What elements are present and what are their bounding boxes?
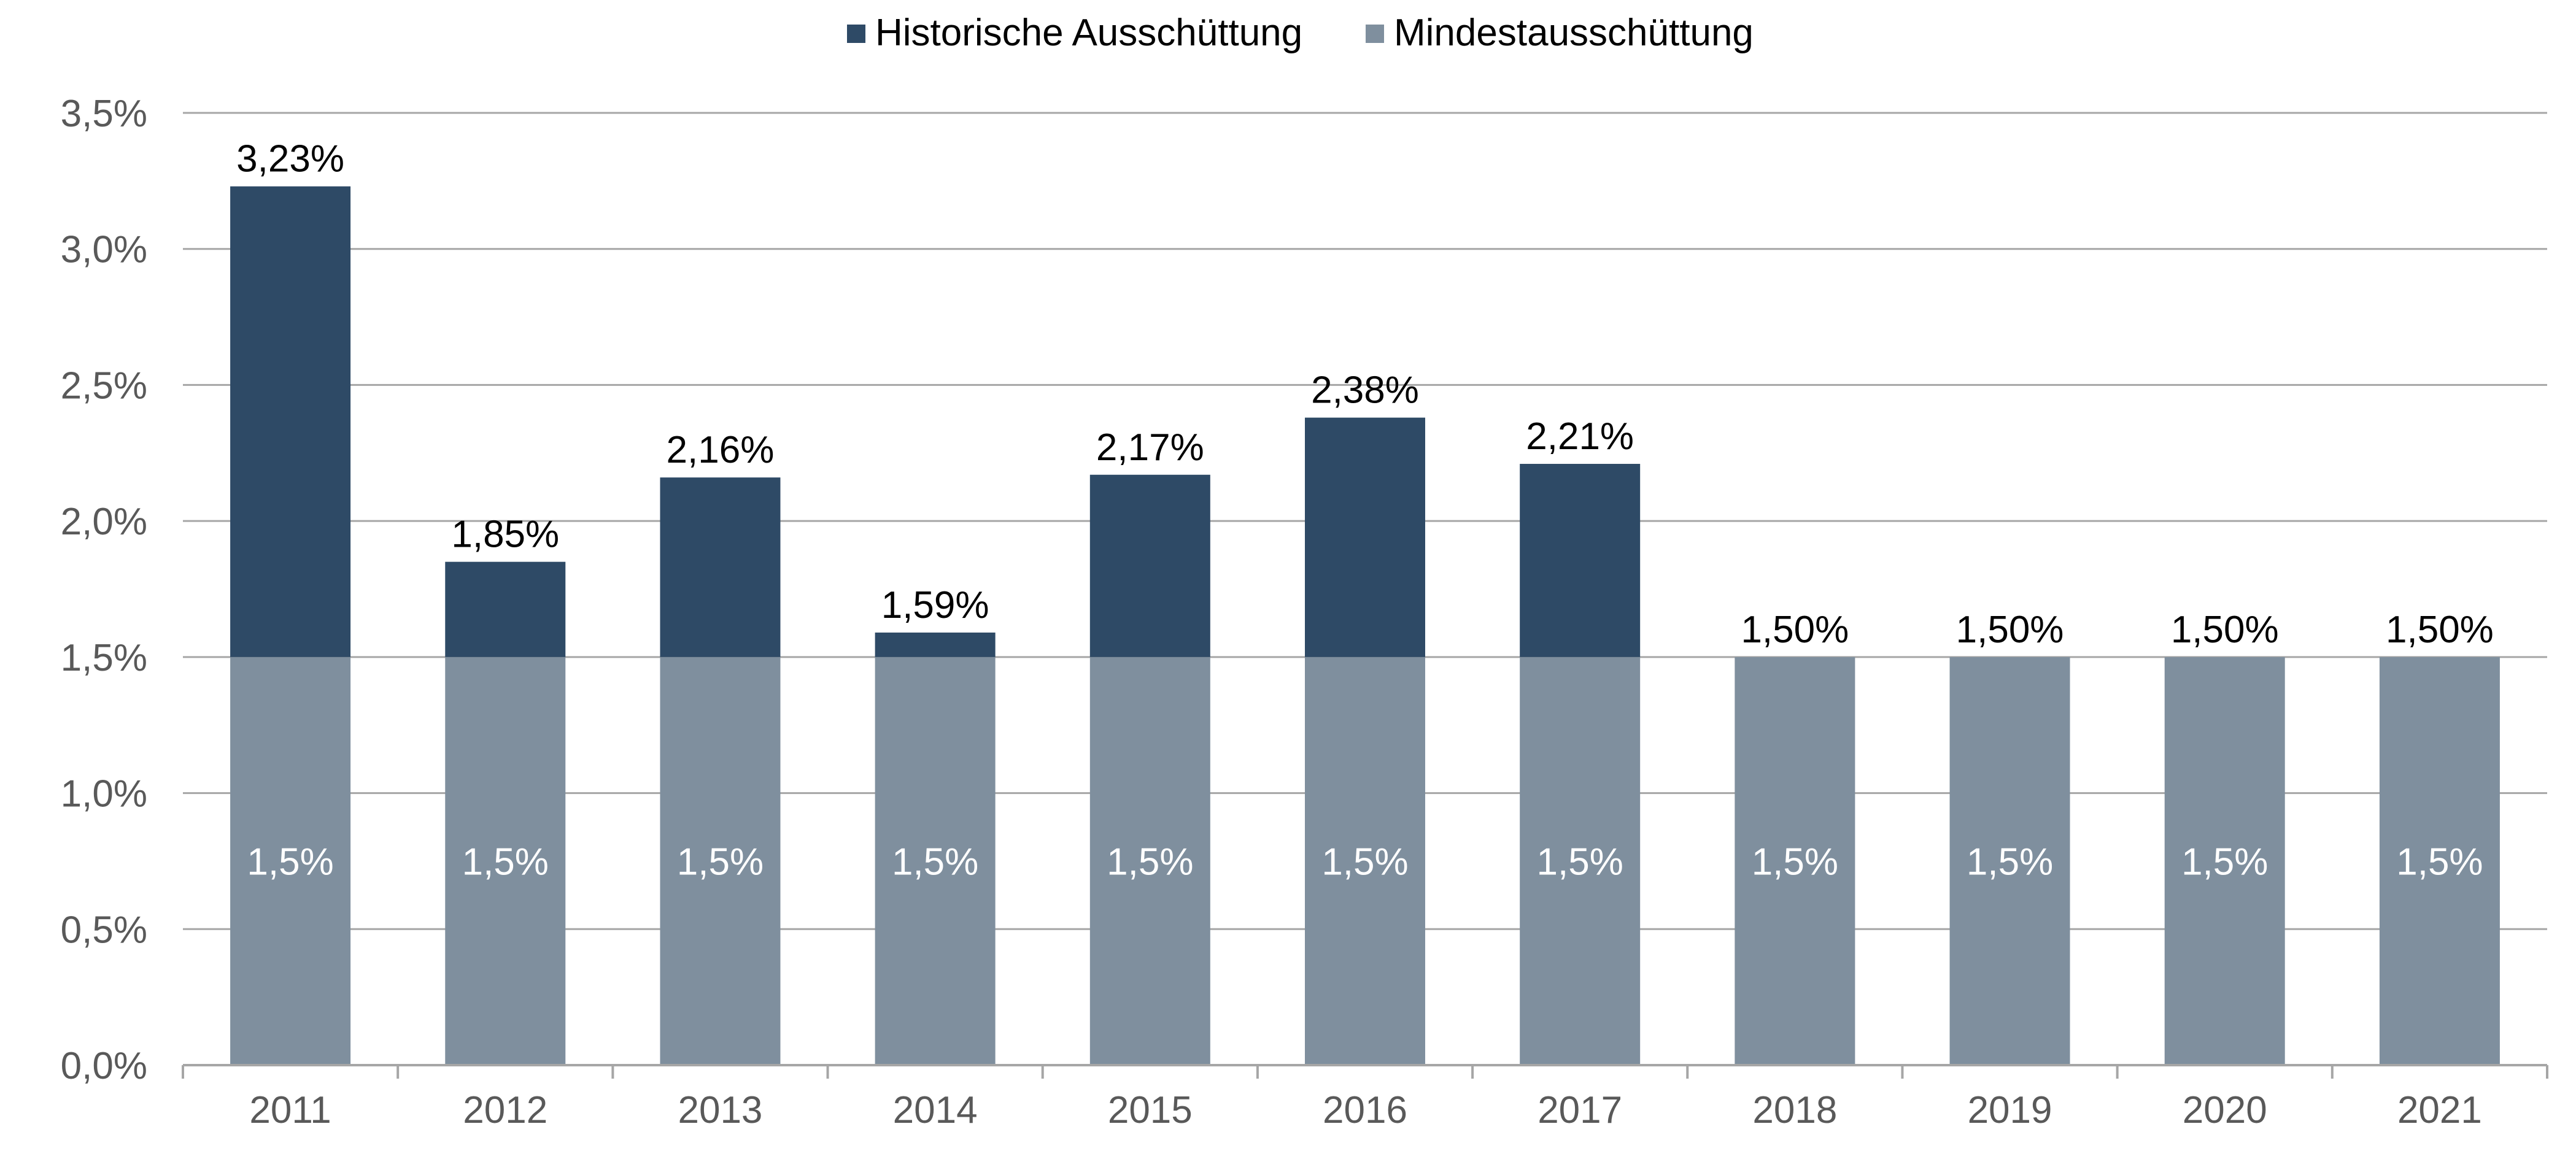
x-axis: 2011 2012 2013 2014 2015 2016 2017 2018 2019 2020… <box>182 1064 2548 1131</box>
y-tick-label: 2,0% <box>61 501 147 543</box>
x-tick-label: 2012 <box>463 1089 547 1131</box>
bar-total-label: 1,50% <box>1741 609 1849 651</box>
x-tick-label: 2021 <box>2397 1089 2482 1131</box>
bar-historische-ausschuettung-2017 <box>1520 464 1641 657</box>
bar-historische-ausschuettung-2012 <box>445 561 566 657</box>
bar-inner-label: 1,5% <box>677 841 764 883</box>
legend: Historische Ausschüttung Mindestausschütt… <box>847 12 1754 54</box>
bar-mindestausschuettung-2021 <box>2379 657 2500 1065</box>
x-tick-label: 2015 <box>1108 1089 1193 1131</box>
bar-inner-label: 1,5% <box>1967 841 2053 883</box>
legend-label: Historische Ausschüttung <box>875 12 1302 54</box>
bar-inner-label: 1,5% <box>1107 841 1193 883</box>
bar-mindestausschuettung-2013 <box>660 657 781 1065</box>
bar-total-label: 2,17% <box>1096 426 1204 469</box>
bar-total-label: 3,23% <box>236 138 344 180</box>
legend-label: Mindestausschüttung <box>1394 12 1754 54</box>
bar-historische-ausschuettung-2014 <box>875 632 996 657</box>
bar-total-label: 1,59% <box>881 584 989 626</box>
bar-inner-label: 1,5% <box>1321 841 1408 883</box>
x-tick-label: 2013 <box>678 1089 762 1131</box>
y-tick-label: 1,0% <box>61 773 147 815</box>
bar-inner-label: 1,5% <box>2396 841 2483 883</box>
bar-historische-ausschuettung-2015 <box>1089 474 1210 657</box>
bar-total-label: 1,50% <box>2171 609 2279 651</box>
bar-inner-label: 1,5% <box>892 841 978 883</box>
legend-swatch <box>847 25 865 43</box>
bar-mindestausschuettung-2020 <box>2164 657 2285 1065</box>
bar-total-label: 2,38% <box>1311 369 1419 412</box>
legend-swatch <box>1366 25 1384 43</box>
data-labels: 1,5% 3,23% 1,5% 1,85% 1,5% 2,16% 1,5% 1,59% 1,5%… <box>236 138 2494 884</box>
bar-mindestausschuettung-2011 <box>230 657 351 1065</box>
bar-inner-label: 1,5% <box>247 841 333 883</box>
bar-mindestausschuettung-2015 <box>1089 657 1210 1065</box>
bar-total-label: 2,16% <box>667 429 775 471</box>
bar-inner-label: 1,5% <box>1752 841 1838 883</box>
bar-mindestausschuettung-2014 <box>875 657 996 1065</box>
bar-total-label: 1,50% <box>2386 609 2494 651</box>
bar-mindestausschuettung-2016 <box>1305 657 1425 1065</box>
bar-total-label: 2,21% <box>1526 415 1634 458</box>
bar-mindestausschuettung-2019 <box>1949 657 2070 1065</box>
x-tick-label: 2016 <box>1323 1089 1407 1131</box>
x-tick-label: 2011 <box>249 1089 331 1131</box>
x-tick-label: 2014 <box>893 1089 978 1131</box>
bar-historische-ausschuettung-2011 <box>230 186 351 657</box>
bar-inner-label: 1,5% <box>2181 841 2268 883</box>
bar-mindestausschuettung-2012 <box>445 657 566 1065</box>
x-tick-label: 2020 <box>2183 1089 2267 1131</box>
x-tick-label: 2017 <box>1537 1089 1622 1131</box>
y-tick-label: 1,5% <box>61 637 147 679</box>
bar-mindestausschuettung-2018 <box>1735 657 1855 1065</box>
x-tick-label: 2019 <box>1968 1089 2052 1131</box>
bars <box>230 186 2500 1065</box>
bar-total-label: 1,50% <box>1956 609 2064 651</box>
bar-inner-label: 1,5% <box>462 841 549 883</box>
y-tick-label: 3,0% <box>61 229 147 271</box>
y-tick-label: 3,5% <box>61 93 147 135</box>
y-axis: 0,0% 0,5% 1,0% 1,5% 2,0% 2,5% 3,0% 3,5% <box>61 93 147 1087</box>
y-tick-label: 0,0% <box>61 1045 147 1087</box>
y-tick-label: 2,5% <box>61 364 147 407</box>
x-tick-label: 2018 <box>1752 1089 1837 1131</box>
y-tick-label: 0,5% <box>61 909 147 951</box>
bar-historische-ausschuettung-2016 <box>1305 417 1425 657</box>
bar-historische-ausschuettung-2013 <box>660 477 781 657</box>
bar-mindestausschuettung-2017 <box>1520 657 1641 1065</box>
bar-total-label: 1,85% <box>451 514 559 556</box>
bar-inner-label: 1,5% <box>1537 841 1623 883</box>
